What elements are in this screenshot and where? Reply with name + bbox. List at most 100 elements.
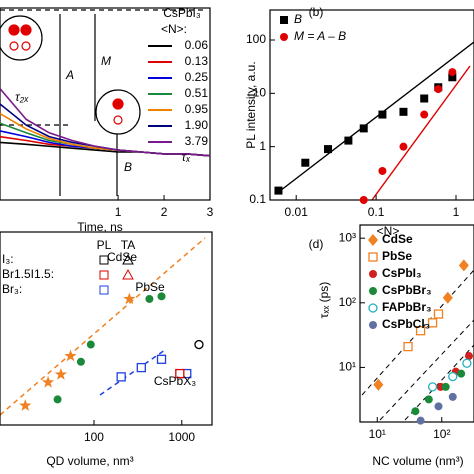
legend-column: PL [97,238,112,252]
icon-hole [9,41,19,51]
point [123,292,136,305]
point [411,407,420,416]
panel-a-guides [0,9,205,196]
x-axis-label: Time, ns [77,220,123,234]
legend-label: 0.51 [185,86,209,100]
point [427,318,438,328]
legend-row: Br1.5I1.5: [2,267,54,281]
point [420,110,429,119]
point [433,309,444,319]
legend-label: 3.79 [185,134,209,148]
plot-frame [0,7,211,201]
legend-column: TA [121,238,135,252]
legend-label: 0.06 [185,38,209,52]
x-axis-label: QD volume, nm³ [46,454,133,468]
point [280,16,288,24]
point [462,358,472,368]
fit-b [275,41,474,195]
legend-label: CsPbCl₃ [382,317,430,331]
y-tick-label: 10 [253,85,267,99]
point [458,259,469,272]
point [323,145,332,154]
annotation: M [101,54,111,68]
legend-symbol [122,268,134,280]
point [427,382,438,392]
point [19,399,32,411]
legend-label: 0.25 [185,70,209,84]
legend-label: CsPbI₃ [382,266,422,280]
icon-dot [8,24,20,36]
point [368,252,378,262]
point [53,395,62,404]
legend-symbol [99,255,109,265]
legend-title: CsPbI₃ [163,6,201,20]
annotation: A [65,68,74,82]
point [369,270,377,278]
guide [379,319,474,421]
point [156,354,167,364]
point [378,110,387,119]
point [369,287,377,295]
point [373,378,384,391]
legend-label: 1.90 [185,118,209,132]
point [145,294,154,303]
point [136,362,146,373]
legend-label: 0.95 [185,102,209,116]
point [378,166,387,175]
point [41,375,55,388]
y-tick-label: 100 [246,32,266,46]
series-label: PbSe [135,280,165,294]
legend-label: 0.13 [185,54,209,68]
point [280,33,288,41]
legend-label: CdSe [382,232,413,246]
x-tick-label: 1 [453,205,460,219]
y-tick-label: 0.1 [249,192,266,206]
annotation: τ₂ₓ [15,90,29,104]
point [448,392,457,401]
point [76,357,85,366]
point [157,292,166,301]
x-tick-label: 10² [433,427,450,441]
series-label: CdSe [107,250,137,264]
guide-cdse [0,237,206,416]
panel-label: (b) [309,5,324,19]
point [441,382,450,391]
y-tick-label: 10³ [339,230,356,244]
icon-dot [20,24,32,36]
legend-symbol [122,253,134,265]
icon-hole [113,115,123,125]
x-tick-label: 0.01 [285,205,309,219]
point [416,416,425,425]
x-tick-label: 3 [207,205,214,219]
y-tick-label: 10¹ [339,360,356,374]
point [420,94,429,103]
point [301,158,310,167]
x-tick-label: 10¹ [369,427,386,441]
point [403,341,413,352]
legend-label: B [294,12,302,26]
guide [404,344,474,421]
point [86,340,95,349]
y-axis-label: τₓₓ (ps) [317,282,331,319]
legend-label: CsPbBr₃ [382,283,432,297]
x-tick-label: 2 [161,205,168,219]
legend-symbol [99,270,109,280]
point [175,368,185,379]
legend-label: FAPbBr₃ [382,300,432,314]
point [368,303,378,313]
point [448,73,457,82]
point [434,402,443,411]
point [448,68,457,77]
x-tick-label: 1 [115,205,122,219]
point [457,369,466,378]
plot-frame [0,231,213,426]
point [194,339,204,350]
point [369,321,377,329]
fit-m [371,65,471,201]
point [64,349,77,362]
point [415,326,426,336]
x-tick-label: 100 [84,430,104,444]
panel-label: (d) [309,237,324,251]
point [368,234,378,246]
